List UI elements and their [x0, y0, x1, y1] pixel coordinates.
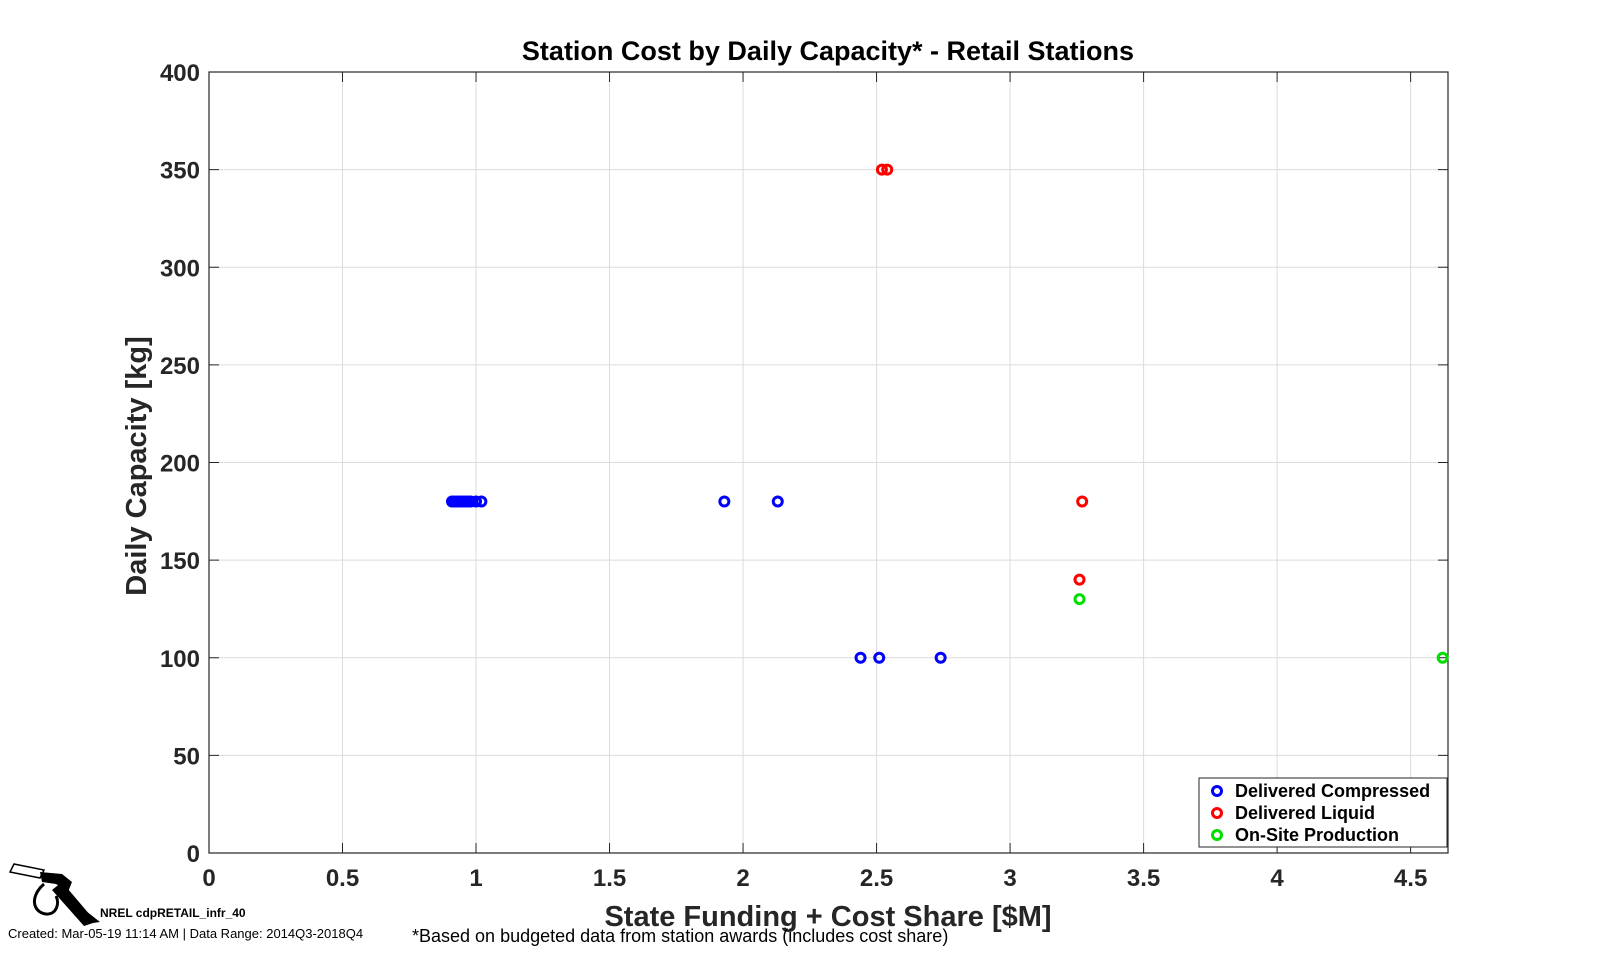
- legend-entry: Delivered Compressed: [1235, 781, 1430, 801]
- data-point: [470, 495, 483, 508]
- data-point: [854, 651, 867, 664]
- grid-lines: [209, 72, 1448, 853]
- data-point: [771, 495, 784, 508]
- chart-id-label: NREL cdpRETAIL_infr_40: [100, 906, 246, 920]
- tick-marks: [208, 71, 1448, 854]
- x-tick-labels: 0 0.5 1 1.5 2 2.5 3 3.5 4 4.5: [202, 865, 1427, 892]
- y-tick-label: 250: [160, 353, 200, 380]
- legend-marker: [1211, 807, 1223, 819]
- data-point: [1073, 573, 1086, 586]
- y-tick-label: 400: [160, 60, 200, 87]
- data-point: [718, 495, 731, 508]
- legend-entry: On-Site Production: [1235, 825, 1399, 845]
- y-axis-label: Daily Capacity [kg]: [121, 336, 153, 595]
- x-tick-label: 0: [202, 865, 215, 892]
- created-date-label: Created: Mar-05-19 11:14 AM | Data Range…: [8, 926, 363, 941]
- series-delivered-compressed: [445, 495, 947, 664]
- data-point: [1073, 593, 1086, 606]
- data-point: [873, 651, 886, 664]
- data-point: [475, 495, 488, 508]
- x-tick-label: 3: [1003, 865, 1016, 892]
- y-tick-label: 150: [160, 548, 200, 575]
- legend-marker: [1211, 785, 1223, 797]
- y-tick-label: 200: [160, 451, 200, 478]
- data-points: [445, 163, 1449, 664]
- y-tick-label: 0: [187, 841, 200, 868]
- y-tick-labels: 0 50 100 150 200 250 300 350 400: [160, 60, 200, 868]
- y-tick-label: 350: [160, 158, 200, 185]
- chart-title: Station Cost by Daily Capacity* - Retail…: [522, 36, 1134, 66]
- fuel-nozzle-icon: [8, 863, 100, 926]
- x-tick-label: 3.5: [1127, 865, 1160, 892]
- footnote: *Based on budgeted data from station awa…: [412, 926, 948, 946]
- y-tick-label: 300: [160, 255, 200, 282]
- data-point: [1076, 495, 1089, 508]
- series-on-site-production: [1073, 593, 1449, 664]
- data-point: [881, 163, 894, 176]
- x-tick-label: 4.5: [1394, 865, 1427, 892]
- x-tick-label: 4: [1270, 865, 1284, 892]
- data-point: [1436, 651, 1449, 664]
- y-tick-label: 50: [173, 743, 200, 770]
- series-delivered-liquid: [875, 163, 1089, 586]
- legend-entry: Delivered Liquid: [1235, 803, 1375, 823]
- y-tick-label: 100: [160, 646, 200, 673]
- x-tick-label: 2: [736, 865, 749, 892]
- data-point: [464, 495, 477, 508]
- legend-marker: [1211, 829, 1223, 841]
- data-point: [875, 163, 888, 176]
- x-tick-label: 1: [469, 865, 482, 892]
- x-tick-label: 1.5: [593, 865, 626, 892]
- x-axis-label: State Funding + Cost Share [$M]: [604, 901, 1051, 933]
- x-tick-label: 2.5: [860, 865, 893, 892]
- legend-box: [1198, 777, 1448, 848]
- data-point: [934, 651, 947, 664]
- x-tick-label: 0.5: [326, 865, 359, 892]
